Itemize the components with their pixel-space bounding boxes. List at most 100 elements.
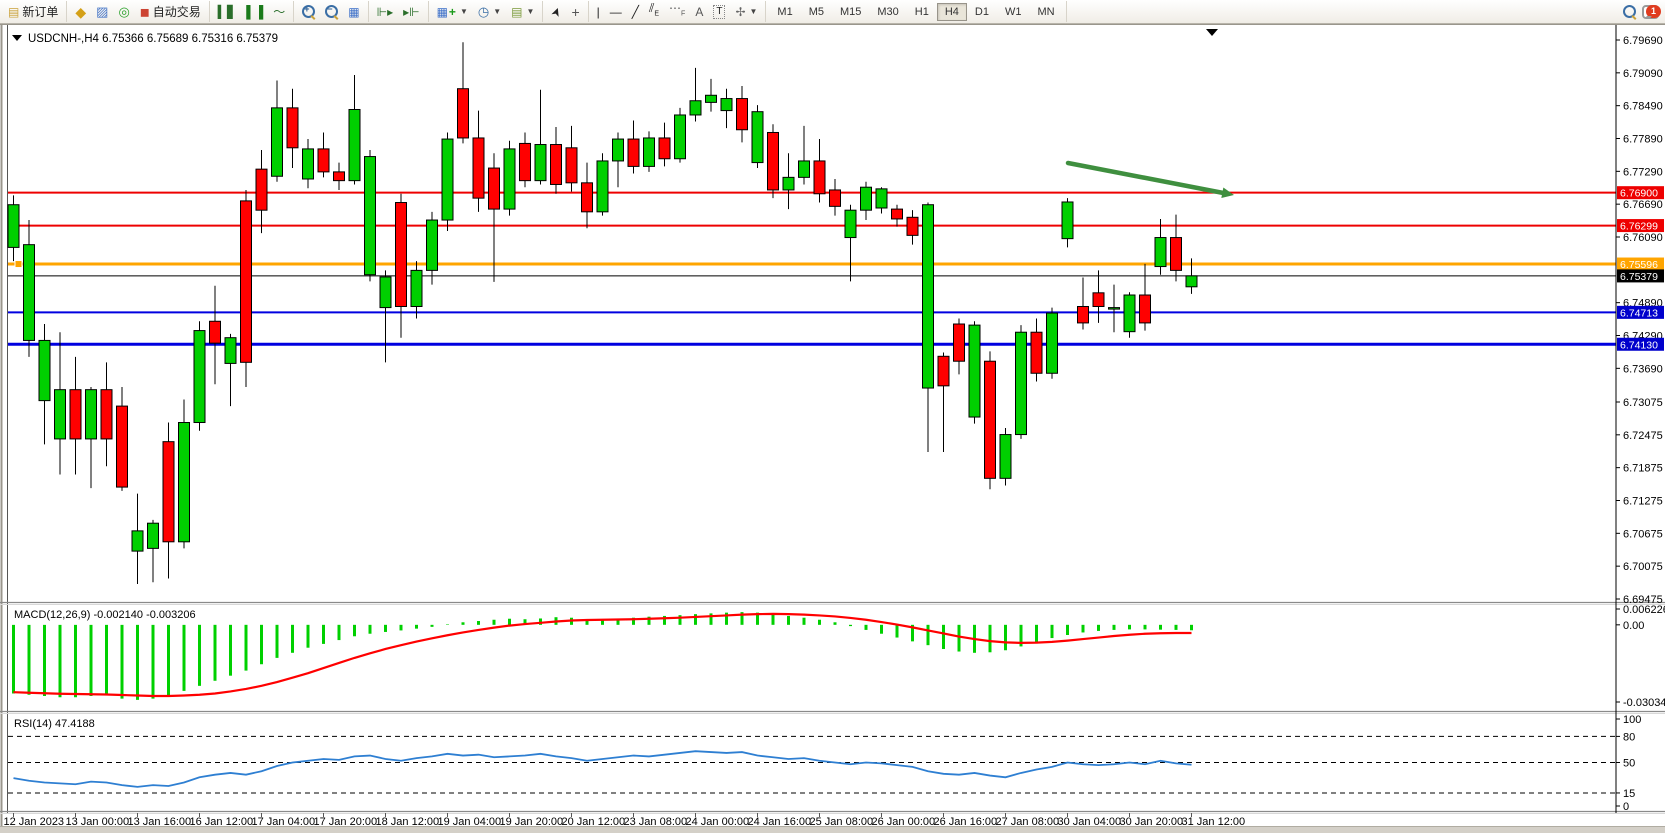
chart-shift-marker[interactable] bbox=[1206, 29, 1218, 36]
symbol-dropdown-icon[interactable] bbox=[12, 35, 22, 41]
bar-chart-mode-button[interactable]: ▍▋ bbox=[213, 1, 241, 22]
history-center-button[interactable]: ◆ bbox=[70, 1, 91, 22]
price-axis-label: 6.70675 bbox=[1623, 528, 1663, 540]
trendline-tool-button[interactable]: ╱ bbox=[627, 1, 644, 22]
rsi-pane: 100 80 50 150 RSI(14) 47.4188 bbox=[8, 714, 1641, 813]
price-tag-6.75596[interactable]: 6.75596 bbox=[1617, 257, 1664, 272]
timeframe-m15[interactable]: M15 bbox=[839, 5, 862, 18]
zoom-out-icon: − bbox=[325, 4, 339, 18]
cursor-tool-button[interactable]: ➤ bbox=[546, 1, 566, 22]
auto-scroll-button[interactable]: ▸⊩ bbox=[398, 1, 424, 22]
timeframe-m5[interactable]: M5 bbox=[808, 5, 824, 18]
rsi-axis-label: 100 bbox=[1623, 714, 1641, 726]
candle-bullish bbox=[1185, 275, 1198, 288]
timeframe-mn[interactable]: MN bbox=[1037, 5, 1055, 18]
candle-bullish bbox=[968, 324, 981, 418]
new-chart-button[interactable]: ▦ + ▼ bbox=[432, 1, 473, 22]
candle-bullish bbox=[798, 160, 810, 178]
new-order-button[interactable]: ▤ 新订单 bbox=[3, 1, 63, 22]
horizontal-line-tool-button[interactable]: — bbox=[605, 1, 627, 22]
trendline-icon: ╱ bbox=[631, 4, 639, 19]
rsi-axis-label: 80 bbox=[1623, 731, 1635, 743]
candle-bullish bbox=[534, 144, 547, 182]
candle-bearish bbox=[317, 148, 330, 173]
price-axis-label: 6.71875 bbox=[1623, 463, 1663, 475]
cursor-arrow-icon: ➤ bbox=[548, 4, 565, 19]
search-icon[interactable] bbox=[1623, 5, 1636, 18]
zoom-in-button[interactable]: + bbox=[297, 1, 320, 22]
macd-label: MACD(12,26,9) -0.002140 -0.003206 bbox=[14, 609, 196, 621]
candle-bullish bbox=[1123, 294, 1136, 333]
tile-windows-button[interactable]: ▦ bbox=[343, 1, 364, 22]
channel-tool-button[interactable]: ⫽E bbox=[644, 1, 664, 22]
hline-handle[interactable] bbox=[14, 260, 23, 269]
candle-bullish bbox=[844, 209, 857, 239]
vertical-line-tool-button[interactable]: | bbox=[592, 1, 605, 22]
candle-bearish bbox=[333, 171, 345, 182]
price-tag-6.74130[interactable]: 6.74130 bbox=[1617, 337, 1664, 352]
timeframe-d1[interactable]: D1 bbox=[974, 5, 989, 18]
zoom-out-button[interactable]: − bbox=[320, 1, 343, 22]
rsi-axis-label: 50 bbox=[1623, 758, 1635, 770]
price-axis-label: 6.76690 bbox=[1623, 199, 1663, 211]
line-chart-icon: 〜 bbox=[273, 4, 286, 19]
timeframe-w1[interactable]: W1 bbox=[1004, 5, 1022, 18]
crosshair-tool-button[interactable]: + bbox=[566, 1, 584, 22]
time-axis-label: 19 Jan 04:00 bbox=[438, 816, 502, 827]
timeframe-h4[interactable]: H4 bbox=[936, 2, 967, 21]
time-axis-label: 18 Jan 12:00 bbox=[376, 816, 440, 827]
candle-bullish bbox=[178, 422, 190, 543]
candle-bearish bbox=[891, 208, 903, 220]
price-axis-label: 6.72475 bbox=[1623, 430, 1663, 442]
price-tag-6.75379[interactable]: 6.75379 bbox=[1617, 269, 1664, 283]
main-toolbar: ▤ 新订单 ◆ ▨ ◎ ◼ 自动交易 ▍▋ ▌▐ 〜 + − ▦ ⊩▸ ▸⊩ bbox=[0, 0, 1665, 24]
chart-canvas[interactable]: 6.79690 6.79090 6.78490 6.77890 6.77290 6.766… bbox=[0, 25, 1665, 827]
signals-button[interactable]: ◎ bbox=[113, 1, 134, 22]
line-chart-mode-button[interactable]: 〜 bbox=[268, 1, 290, 22]
fibonacci-tool-button[interactable]: ⋯F bbox=[664, 1, 690, 22]
arrows-tool-button[interactable]: ✢ ▼ bbox=[730, 1, 762, 22]
time-axis-label: 17 Jan 04:00 bbox=[252, 816, 316, 827]
svg-text:6.75379: 6.75379 bbox=[1620, 271, 1658, 283]
chart-shift-icon: ⊩▸ bbox=[376, 4, 394, 19]
trend-arrow[interactable] bbox=[1065, 160, 1234, 198]
candle-bearish bbox=[813, 160, 826, 195]
candle-bullish bbox=[23, 244, 35, 341]
timeframe-m30[interactable]: M30 bbox=[877, 5, 899, 18]
price-axis-label: 6.69475 bbox=[1623, 594, 1663, 606]
candle-bullish bbox=[1061, 201, 1074, 240]
price-tag-6.76900[interactable]: 6.76900 bbox=[1617, 186, 1664, 200]
candle-bearish bbox=[1092, 292, 1105, 307]
macd-axis-label: -0.030347 bbox=[1623, 697, 1665, 709]
chat-icon[interactable]: 1 bbox=[1642, 4, 1661, 19]
fibonacci-icon: ⋯F bbox=[669, 1, 686, 18]
price-tag-6.76299[interactable]: 6.76299 bbox=[1617, 219, 1664, 233]
candle-bullish bbox=[875, 188, 888, 209]
timeframe-m1[interactable]: M1 bbox=[777, 5, 793, 18]
chart-shift-button[interactable]: ⊩▸ bbox=[372, 1, 398, 22]
candle-bearish bbox=[395, 202, 407, 307]
tile-windows-icon: ▦ bbox=[348, 4, 360, 19]
new-order-label: 新订单 bbox=[22, 5, 59, 19]
candle-bullish bbox=[147, 522, 159, 549]
timeframe-h1[interactable]: H1 bbox=[914, 5, 929, 18]
market-watch-button[interactable]: ▨ bbox=[91, 1, 113, 22]
candle-bullish bbox=[54, 389, 66, 440]
svg-text:6.74130: 6.74130 bbox=[1620, 339, 1658, 351]
templates-button[interactable]: ▤ ▼ bbox=[506, 1, 539, 22]
candle-bearish bbox=[937, 355, 950, 387]
price-tag-6.74713[interactable]: 6.74713 bbox=[1617, 305, 1664, 320]
candle-bullish bbox=[1108, 307, 1120, 310]
text-tool-button[interactable]: A bbox=[690, 1, 708, 22]
periods-button[interactable]: ◷ ▼ bbox=[473, 1, 506, 22]
candle-bearish bbox=[209, 320, 221, 344]
chevron-down-icon: ▼ bbox=[526, 7, 535, 16]
text-label-tool-button[interactable]: T bbox=[708, 1, 730, 22]
time-axis-label: 25 Jan 08:00 bbox=[810, 816, 874, 827]
chevron-down-icon: ▼ bbox=[493, 7, 502, 16]
candle-bullish bbox=[441, 138, 454, 221]
candlestick-mode-button[interactable]: ▌▐ bbox=[241, 1, 268, 22]
clock-icon: ◷ bbox=[477, 3, 490, 19]
autotrade-button[interactable]: ◼ 自动交易 bbox=[135, 1, 206, 22]
